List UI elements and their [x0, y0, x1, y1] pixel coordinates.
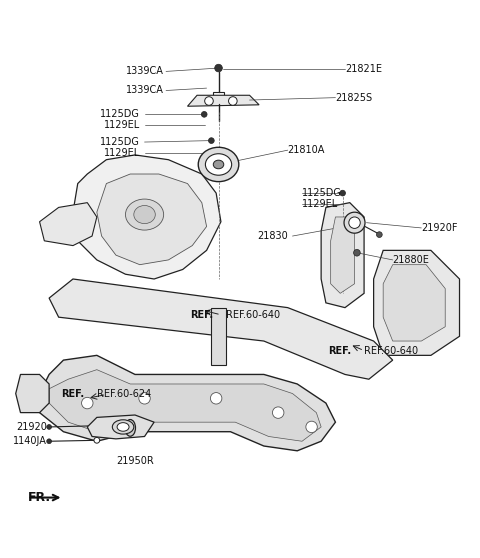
- Ellipse shape: [125, 199, 164, 230]
- Text: 21920F: 21920F: [421, 223, 458, 233]
- Text: REF.: REF.: [190, 310, 213, 320]
- Circle shape: [344, 212, 365, 233]
- Text: REF.60-640: REF.60-640: [226, 310, 280, 320]
- Text: 1140JA: 1140JA: [13, 436, 47, 446]
- Text: 1129EL: 1129EL: [104, 148, 140, 158]
- Text: REF.60-640: REF.60-640: [364, 345, 418, 355]
- Circle shape: [201, 112, 207, 117]
- Circle shape: [215, 64, 222, 72]
- Polygon shape: [16, 374, 49, 412]
- Circle shape: [376, 232, 382, 238]
- Circle shape: [228, 97, 237, 105]
- Text: 21810A: 21810A: [288, 145, 325, 155]
- Ellipse shape: [125, 420, 135, 436]
- Text: 1125DG: 1125DG: [302, 188, 342, 198]
- Ellipse shape: [205, 154, 232, 175]
- Ellipse shape: [134, 205, 156, 224]
- Polygon shape: [87, 415, 154, 439]
- Text: FR.: FR.: [28, 491, 51, 504]
- Circle shape: [349, 217, 360, 228]
- Circle shape: [204, 97, 213, 105]
- Polygon shape: [321, 203, 364, 307]
- Text: 1129EL: 1129EL: [302, 199, 338, 209]
- Polygon shape: [49, 279, 393, 379]
- Ellipse shape: [112, 420, 134, 434]
- Circle shape: [47, 439, 51, 444]
- Text: REF.: REF.: [61, 389, 84, 400]
- Polygon shape: [188, 95, 259, 106]
- Circle shape: [94, 437, 100, 443]
- Circle shape: [103, 422, 110, 429]
- Ellipse shape: [117, 422, 129, 431]
- Polygon shape: [331, 217, 355, 294]
- Polygon shape: [383, 264, 445, 341]
- Ellipse shape: [198, 147, 239, 182]
- Text: 21950R: 21950R: [116, 456, 154, 466]
- Polygon shape: [211, 307, 226, 365]
- Text: 21920: 21920: [16, 422, 47, 432]
- FancyBboxPatch shape: [213, 92, 224, 104]
- Text: 1125DG: 1125DG: [100, 109, 140, 119]
- Circle shape: [208, 138, 214, 143]
- Circle shape: [82, 397, 93, 409]
- Text: REF.: REF.: [328, 345, 351, 355]
- Circle shape: [306, 421, 317, 432]
- Text: 1339CA: 1339CA: [126, 66, 164, 76]
- Text: 21830: 21830: [257, 231, 288, 241]
- Polygon shape: [373, 251, 459, 355]
- Polygon shape: [97, 174, 206, 264]
- Polygon shape: [73, 155, 221, 279]
- Text: 1125DG: 1125DG: [100, 137, 140, 147]
- Polygon shape: [49, 369, 321, 441]
- Polygon shape: [39, 203, 97, 246]
- Text: 21880E: 21880E: [393, 255, 430, 265]
- Text: 21825S: 21825S: [336, 93, 372, 103]
- Text: 1129EL: 1129EL: [104, 121, 140, 131]
- Text: REF.60-624: REF.60-624: [97, 389, 151, 400]
- Circle shape: [273, 407, 284, 418]
- Circle shape: [47, 425, 51, 429]
- Circle shape: [210, 393, 222, 404]
- Polygon shape: [39, 355, 336, 451]
- Text: 21821E: 21821E: [345, 64, 382, 74]
- Circle shape: [340, 190, 346, 196]
- Text: 1339CA: 1339CA: [126, 85, 164, 95]
- Circle shape: [139, 393, 150, 404]
- Circle shape: [354, 249, 360, 256]
- Ellipse shape: [213, 160, 224, 169]
